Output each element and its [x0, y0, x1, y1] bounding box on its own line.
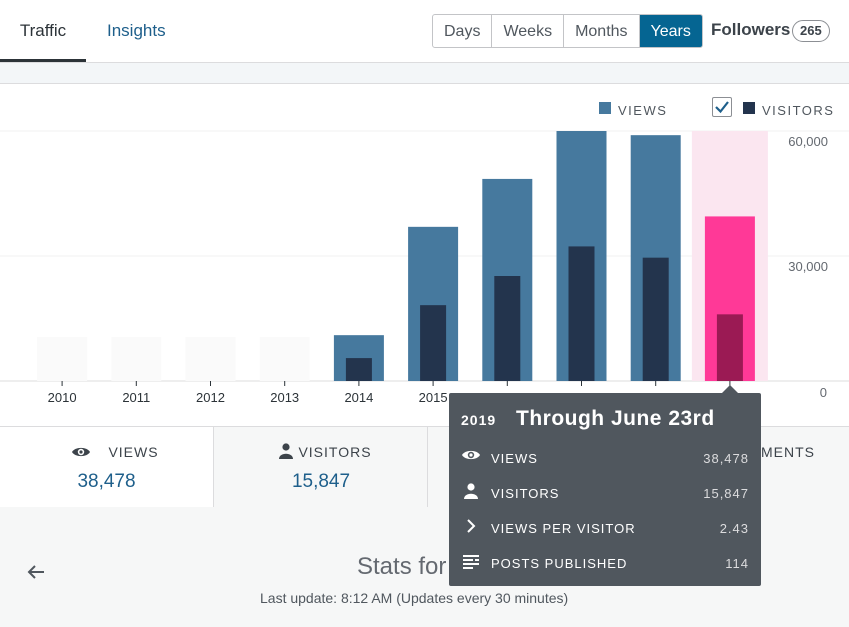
- tooltip-vpv-label: VIEWS PER VISITOR: [491, 521, 636, 536]
- visitors-bar-2014[interactable]: [345, 358, 372, 381]
- tooltip-row-views: VIEWS 38,478: [461, 448, 749, 468]
- x-tick-label-2015: 2015: [419, 390, 448, 405]
- tooltip-title: Through June 23rd: [516, 407, 715, 430]
- visitors-bar-2019[interactable]: [716, 314, 743, 381]
- tooltip-visitors-value: 15,847: [703, 486, 749, 501]
- period-years[interactable]: Years: [639, 15, 702, 47]
- stat-visitors[interactable]: VISITORS 15,847: [213, 427, 428, 507]
- visitors-bar-2015[interactable]: [420, 305, 447, 381]
- person-icon: [279, 443, 293, 459]
- empty-bar-2011: [111, 337, 162, 381]
- tooltip-row-visitors: VISITORS 15,847: [461, 483, 749, 503]
- stat-visitors-value: 15,847: [291, 471, 351, 492]
- followers-count-badge: 265: [792, 20, 830, 42]
- chevron-right-icon: [467, 519, 476, 533]
- visitors-bar-2017[interactable]: [568, 246, 595, 381]
- visitors-bar-2018[interactable]: [642, 257, 669, 381]
- legend-views: VIEWS: [618, 103, 668, 118]
- stat-views-value: 38,478: [77, 471, 136, 492]
- tooltip-vpv-value: 2.43: [719, 521, 749, 536]
- x-tick-label-2010: 2010: [48, 390, 77, 405]
- tooltip-views-label: VIEWS: [491, 451, 538, 466]
- visitors-checkbox[interactable]: [712, 97, 732, 117]
- empty-bar-2012: [185, 337, 236, 381]
- tooltip-visitors-label: VISITORS: [491, 486, 560, 501]
- x-tick-label-2013: 2013: [270, 390, 299, 405]
- stats-for-title: Stats for: [357, 553, 447, 580]
- x-tick-label-2011: 2011: [122, 390, 150, 405]
- y-tick-label: 0: [820, 385, 827, 400]
- x-tick-label-2012: 2012: [196, 390, 225, 405]
- views-legend-swatch: [599, 102, 611, 114]
- last-update-text: Last update: 8:12 AM (Updates every 30 m…: [260, 590, 569, 606]
- period-weeks[interactable]: Weeks: [492, 15, 565, 47]
- tooltip-row-posts: POSTS PUBLISHED 114: [461, 553, 749, 573]
- tooltip-arrow: [722, 385, 738, 393]
- person-icon: [464, 483, 478, 499]
- empty-bar-2010: [37, 337, 88, 381]
- posts-icon: [463, 555, 479, 569]
- y-tick-label: 30,000: [788, 259, 828, 274]
- x-tick-label-2014: 2014: [344, 390, 373, 405]
- bar-tooltip: 2019 Through June 23rd VIEWS 38,478 VISI…: [449, 393, 761, 586]
- period-months[interactable]: Months: [564, 15, 640, 47]
- legend-visitors: VISITORS: [762, 103, 835, 118]
- tooltip-views-value: 38,478: [703, 451, 749, 466]
- y-tick-label: 60,000: [788, 134, 828, 149]
- tab-insights[interactable]: Insights: [107, 21, 166, 40]
- tooltip-row-views-per-visitor: VIEWS PER VISITOR 2.43: [461, 518, 749, 538]
- tooltip-posts-label: POSTS PUBLISHED: [491, 556, 628, 571]
- tooltip-posts-value: 114: [725, 556, 749, 571]
- top-navigation: Traffic Insights Days Weeks Months Years…: [0, 0, 849, 63]
- period-selector: Days Weeks Months Years: [432, 14, 703, 48]
- tab-traffic[interactable]: Traffic: [0, 0, 86, 62]
- visitors-bar-2016[interactable]: [494, 276, 521, 381]
- followers-label[interactable]: Followers: [711, 20, 791, 39]
- stat-comments-label: MENTS: [761, 444, 815, 460]
- eye-icon: [462, 450, 480, 460]
- back-arrow-icon[interactable]: [26, 563, 46, 586]
- bar-chart: 2010201120122013201420152016201720182019…: [0, 130, 849, 405]
- period-days[interactable]: Days: [433, 15, 493, 47]
- stat-visitors-label: VISITORS: [298, 444, 372, 460]
- eye-icon: [72, 447, 90, 457]
- empty-bar-2013: [259, 337, 310, 381]
- stat-views[interactable]: VIEWS 38,478: [0, 427, 213, 507]
- visitors-legend-swatch: [743, 102, 755, 114]
- checkmark-icon: [715, 101, 729, 114]
- stat-views-label: VIEWS: [108, 444, 159, 460]
- tooltip-year: 2019: [461, 412, 497, 428]
